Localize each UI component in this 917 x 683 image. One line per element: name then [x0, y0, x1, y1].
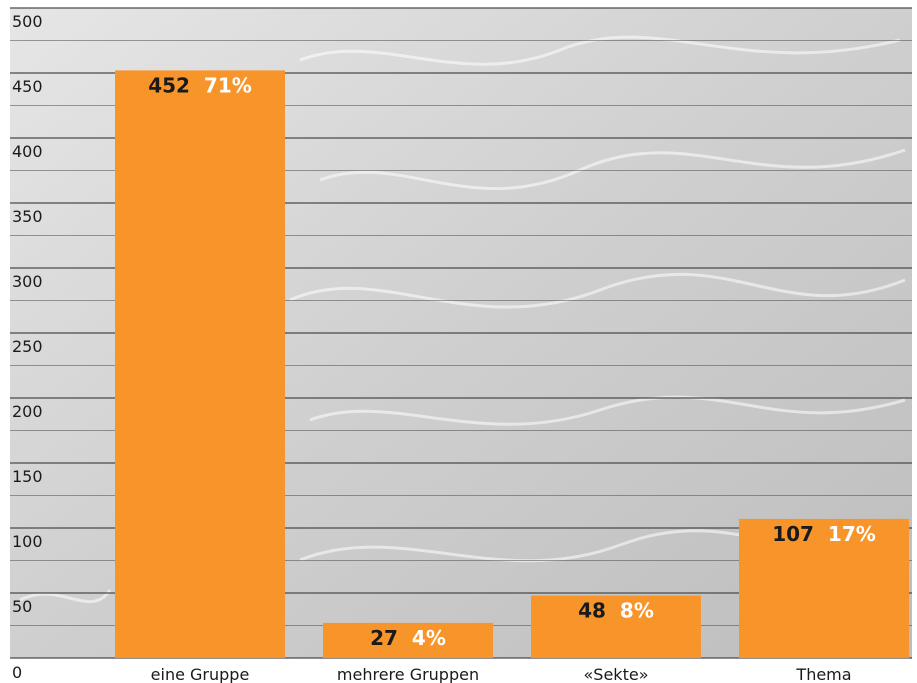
bar-value-label: 107: [772, 522, 814, 546]
bar: [323, 622, 493, 658]
label-spacer: [606, 599, 620, 623]
bar-data-label: 107 17%: [772, 522, 876, 546]
bar-value-label: 48: [578, 599, 606, 623]
label-spacer: [398, 626, 412, 650]
bar: [115, 70, 285, 658]
x-category-label: mehrere Gruppen: [337, 665, 479, 683]
y-tick-label: 350: [12, 207, 43, 226]
x-axis-categories: eine Gruppe mehrere Gruppen «Sekte» Thema: [151, 665, 852, 683]
bar: [531, 595, 701, 658]
y-tick-label: 150: [12, 467, 43, 486]
x-category-label: eine Gruppe: [151, 665, 250, 683]
y-tick-label: 0: [12, 663, 22, 682]
bars: 452 71% 27 4% 48 8% 107 17%: [115, 70, 909, 658]
bar-data-label: 48 8%: [578, 599, 654, 623]
label-spacer: [190, 73, 204, 97]
bar-percent-label: 17%: [828, 522, 876, 546]
y-tick-label: 300: [12, 272, 43, 291]
x-category-label: «Sekte»: [584, 665, 649, 683]
label-spacer: [814, 522, 828, 546]
bar-value-label: 27: [370, 626, 398, 650]
y-tick-label: 100: [12, 532, 43, 551]
y-tick-label: 400: [12, 142, 43, 161]
bar: [739, 518, 909, 658]
y-tick-label: 500: [12, 12, 43, 31]
y-tick-label: 250: [12, 337, 43, 356]
y-axis-ticks: 0 50 100 150 200 250 300 350 400 450 500: [12, 12, 43, 682]
bar-percent-label: 4%: [412, 626, 446, 650]
bar-percent-label: 8%: [620, 599, 654, 623]
y-tick-label: 450: [12, 77, 43, 96]
water-texture: [19, 35, 906, 603]
bar-data-label: 27 4%: [370, 626, 446, 650]
y-tick-label: 200: [12, 402, 43, 421]
bar-value-label: 452: [148, 73, 190, 97]
y-tick-label: 50: [12, 597, 32, 616]
x-category-label: Thema: [795, 665, 851, 683]
bar-percent-label: 71%: [204, 73, 252, 97]
bar-data-label: 452 71%: [148, 73, 252, 97]
